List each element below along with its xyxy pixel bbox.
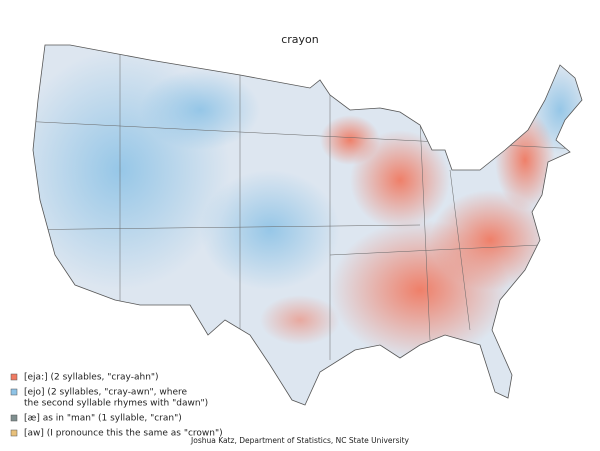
map-title: crayon	[281, 33, 319, 46]
legend-swatch	[10, 373, 18, 381]
legend-label: [ejo] (2 syllables, "cray-awn", where	[24, 388, 187, 398]
legend-swatch	[10, 388, 18, 396]
legend-label: [æ] as in "man" (1 syllable, "cran")	[24, 414, 182, 424]
legend-label: the second syllable rhymes with "dawn")	[24, 399, 208, 409]
legend-label: [aw] (I pronounce this the same as "crow…	[24, 429, 223, 439]
credit: Joshua Katz, Department of Statistics, N…	[190, 436, 410, 445]
legend-label: [eja:] (2 syllables, "cray-ahn")	[24, 373, 159, 383]
legend-swatch	[10, 414, 18, 422]
legend-swatch	[10, 429, 18, 437]
legend: [eja:] (2 syllables, "cray-ahn") [ejo] (2…	[10, 373, 223, 439]
